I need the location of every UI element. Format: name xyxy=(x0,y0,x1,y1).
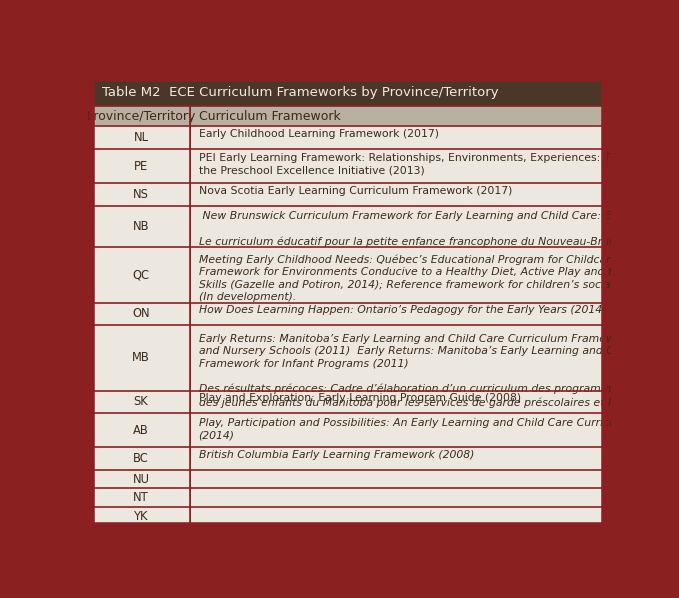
Bar xyxy=(92,489,189,507)
Text: Curriculum Framework: Curriculum Framework xyxy=(199,109,340,123)
Text: British Columbia Early Learning Framework (2008): British Columbia Early Learning Framewor… xyxy=(199,450,474,460)
Bar xyxy=(191,390,604,413)
Bar xyxy=(191,489,604,507)
Text: How Does Learning Happen: Ontario’s Pedagogy for the Early Years (2014): How Does Learning Happen: Ontario’s Peda… xyxy=(199,306,606,316)
Bar xyxy=(92,390,189,413)
Text: New Brunswick Curriculum Framework for Early Learning and Child Care: English (2: New Brunswick Curriculum Framework for E… xyxy=(199,211,679,247)
Bar xyxy=(92,470,189,489)
Text: Early Returns: Manitoba’s Early Learning and Child Care Curriculum Framework for: Early Returns: Manitoba’s Early Learning… xyxy=(199,334,679,408)
Bar xyxy=(92,184,189,206)
Text: NL: NL xyxy=(134,131,149,144)
Text: NU: NU xyxy=(132,473,149,486)
Bar xyxy=(191,470,604,489)
Bar xyxy=(191,413,604,447)
Bar xyxy=(191,325,604,390)
Bar xyxy=(191,507,604,525)
Bar xyxy=(92,206,189,247)
Bar xyxy=(191,184,604,206)
Bar xyxy=(92,247,189,303)
Text: Play, Participation and Possibilities: An Early Learning and Child Care Curricul: Play, Participation and Possibilities: A… xyxy=(199,417,679,440)
Bar xyxy=(191,106,604,126)
Text: NT: NT xyxy=(133,491,149,504)
Text: NS: NS xyxy=(133,188,149,201)
Text: MB: MB xyxy=(132,351,150,364)
Bar xyxy=(191,206,604,247)
Bar xyxy=(191,149,604,184)
Bar xyxy=(92,507,189,525)
Bar xyxy=(92,149,189,184)
Bar xyxy=(191,447,604,470)
Bar xyxy=(92,447,189,470)
Text: QC: QC xyxy=(132,268,149,281)
Text: YK: YK xyxy=(134,509,148,523)
Text: Table M2  ECE Curriculum Frameworks by Province/Territory: Table M2 ECE Curriculum Frameworks by Pr… xyxy=(102,86,498,99)
Text: SK: SK xyxy=(134,395,149,408)
Bar xyxy=(191,247,604,303)
Text: BC: BC xyxy=(133,452,149,465)
Bar xyxy=(92,106,189,126)
Text: AB: AB xyxy=(133,424,149,437)
Text: PE: PE xyxy=(134,160,148,173)
Bar xyxy=(92,126,189,149)
Bar xyxy=(191,303,604,325)
Bar xyxy=(92,413,189,447)
Text: ON: ON xyxy=(132,307,150,321)
Text: Play and Exploration: Early Learning Program Guide (2008): Play and Exploration: Early Learning Pro… xyxy=(199,393,521,404)
Text: Early Childhood Learning Framework (2017): Early Childhood Learning Framework (2017… xyxy=(199,129,439,139)
Text: Nova Scotia Early Learning Curriculum Framework (2017): Nova Scotia Early Learning Curriculum Fr… xyxy=(199,187,512,196)
Bar xyxy=(92,79,604,106)
Bar xyxy=(92,303,189,325)
Text: Province/Territory: Province/Territory xyxy=(86,109,196,123)
Text: PEI Early Learning Framework: Relationships, Environments, Experiences: The Curr: PEI Early Learning Framework: Relationsh… xyxy=(199,154,679,176)
Bar xyxy=(92,325,189,390)
Bar xyxy=(191,126,604,149)
Text: Meeting Early Childhood Needs: Québec’s Educational Program for Childcare Servic: Meeting Early Childhood Needs: Québec’s … xyxy=(199,254,679,302)
Text: NB: NB xyxy=(132,220,149,233)
